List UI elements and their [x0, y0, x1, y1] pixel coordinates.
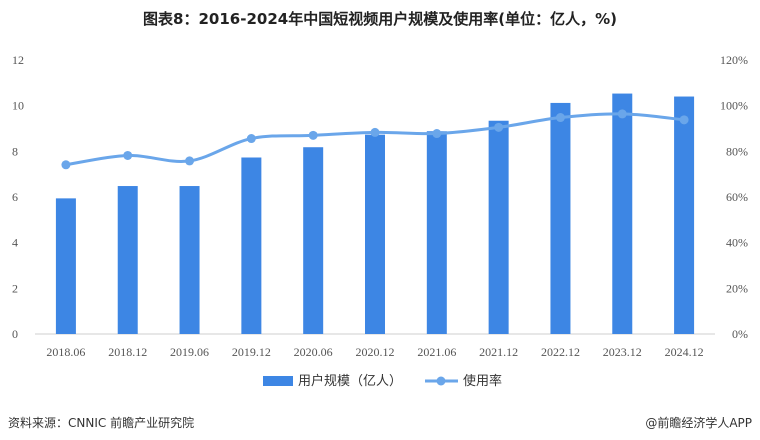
bar [612, 93, 633, 334]
x-axis-tick: 2019.12 [232, 345, 271, 359]
x-axis-tick: 2018.12 [108, 345, 147, 359]
bar [241, 157, 262, 334]
legend-bar-label: 用户规模（亿人） [298, 373, 402, 389]
left-axis-tick: 12 [12, 53, 24, 67]
x-axis-tick: 2021.06 [417, 345, 456, 359]
right-axis-tick: 80% [726, 144, 748, 158]
right-axis-tick: 100% [720, 99, 748, 113]
left-axis-tick: 8 [12, 144, 18, 158]
legend-bar-swatch [263, 376, 293, 386]
legend-line-label: 使用率 [463, 373, 502, 389]
left-axis-tick: 2 [12, 281, 18, 295]
legend-line-marker [436, 376, 446, 386]
bar [426, 131, 447, 334]
x-axis-tick: 2022.12 [541, 345, 580, 359]
right-axis-tick: 0% [732, 327, 748, 341]
left-axis-tick: 10 [12, 99, 24, 113]
chart-title: 图表8：2016-2024年中国短视频用户规模及使用率(单位：亿人，%) [143, 10, 617, 28]
bar [550, 102, 571, 334]
x-axis-tick: 2020.06 [294, 345, 333, 359]
bar [488, 120, 509, 334]
source-note: 资料来源：CNNIC 前瞻产业研究院 [8, 416, 195, 430]
x-axis-tick: 2018.06 [46, 345, 85, 359]
x-axis-tick: 2019.06 [170, 345, 209, 359]
line-point [370, 127, 380, 137]
publisher-credit: @前瞻经济学人APP [645, 416, 752, 430]
x-axis-tick: 2023.12 [603, 345, 642, 359]
line-point [432, 129, 442, 139]
line-point [308, 130, 318, 140]
line-point [494, 122, 504, 132]
line-point [185, 156, 195, 166]
right-axis-tick: 60% [726, 190, 748, 204]
x-axis-tick: 2024.12 [665, 345, 704, 359]
x-axis-tick: 2021.12 [479, 345, 518, 359]
bar [303, 147, 324, 334]
x-axis-tick: 2020.12 [356, 345, 395, 359]
right-axis-tick: 20% [726, 281, 748, 295]
line-point [617, 109, 627, 119]
left-axis-tick: 0 [12, 327, 18, 341]
line-point [679, 115, 689, 125]
line-point [123, 150, 133, 160]
bar [365, 134, 385, 334]
left-axis-tick: 4 [12, 236, 18, 250]
bar [55, 198, 76, 334]
bar [179, 186, 200, 334]
right-axis-tick: 40% [726, 236, 748, 250]
line-point [246, 134, 256, 144]
line-point [555, 113, 565, 123]
bar [117, 186, 138, 334]
line-point [61, 160, 71, 170]
bar [674, 96, 695, 335]
right-axis-tick: 120% [720, 53, 748, 67]
left-axis-tick: 6 [12, 190, 18, 204]
legend: 用户规模（亿人） 使用率 [263, 373, 502, 389]
